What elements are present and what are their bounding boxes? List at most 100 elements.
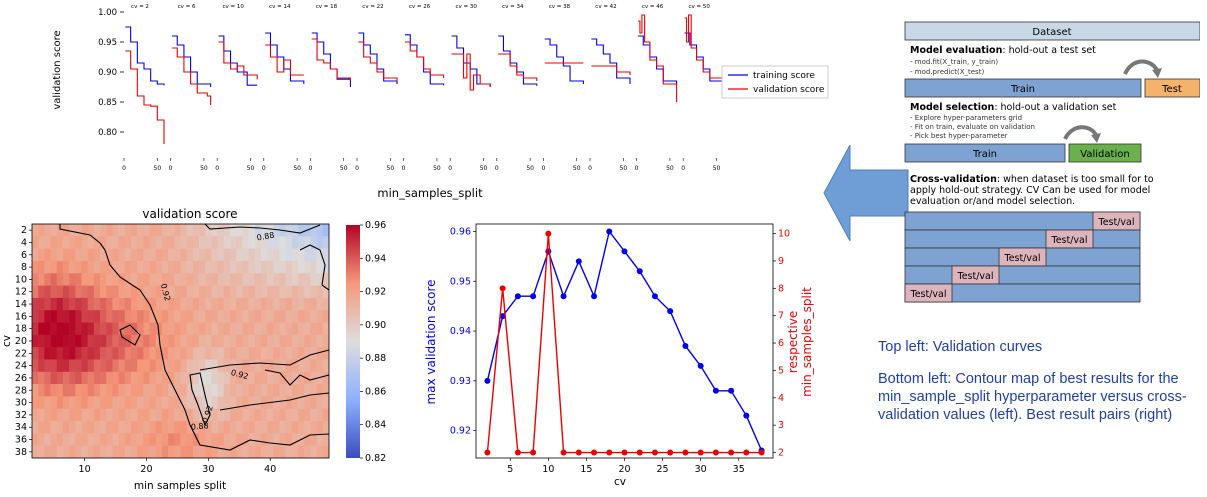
heatmap-cell — [254, 384, 262, 397]
contour-line — [299, 244, 330, 291]
heatmap-cell — [285, 297, 293, 311]
heatmap-cell — [131, 224, 138, 237]
heatmap-cell — [285, 384, 293, 397]
heatmap-cell — [248, 322, 256, 336]
heatmap-cell — [273, 408, 280, 422]
curved-arrow-2-head-icon — [1091, 133, 1101, 143]
heatmap-cell — [180, 408, 187, 422]
training-curve — [125, 26, 165, 86]
heatmap-cell — [217, 224, 225, 237]
heatmap-cell — [75, 273, 82, 286]
heatmap-cell — [124, 248, 132, 262]
heatmap-cell — [211, 248, 218, 262]
contour-line — [119, 324, 141, 346]
heatmap-cell — [44, 297, 51, 311]
heatmap-cell — [310, 396, 317, 410]
heatmap-cell — [143, 260, 150, 274]
heatmap-cell — [316, 408, 324, 422]
heatmap-cell — [254, 273, 262, 286]
heatmap-cell — [106, 396, 113, 410]
notes-panel: Top left: Validation curves Bottom left:… — [878, 338, 1198, 438]
heatmap-cell — [279, 347, 286, 360]
heatmap-cell — [106, 421, 113, 434]
heatmap-cell — [62, 236, 70, 249]
heatmap-cell — [87, 310, 95, 323]
heatmap-cell — [217, 371, 225, 385]
heatmap-cell — [223, 347, 231, 360]
heatmap-ytick-label: 16 — [15, 311, 27, 322]
heatmap-cell — [236, 334, 243, 348]
heatmap-cell — [168, 433, 175, 446]
heatmap-cell — [199, 359, 206, 373]
contour-line — [219, 392, 330, 411]
heatmap-cell — [168, 248, 175, 262]
heatmap-cell — [298, 297, 305, 311]
heatmap-cell — [75, 236, 82, 249]
heatmap-cell — [267, 421, 274, 434]
heatmap-cell — [230, 408, 237, 422]
curve-panel-xtick-label: 0 — [635, 165, 639, 172]
heatmap-cell — [87, 273, 95, 286]
colorbar-tick-label: 0.84 — [365, 420, 386, 431]
heatmap-cell — [106, 273, 113, 286]
right-series-point — [575, 449, 582, 456]
heatmap-cell — [168, 297, 175, 311]
heatmap-cell — [112, 310, 119, 323]
heatmap-cell — [273, 334, 280, 348]
eval-line-1: - mod.fit(X_train, y_train) — [910, 58, 998, 66]
curve-panel-title: cv = 42 — [595, 4, 616, 10]
heatmap-cell — [56, 224, 64, 237]
heatmap-cell — [211, 322, 218, 336]
heatmap-cell — [180, 322, 187, 336]
heatmap-cell — [56, 384, 64, 397]
heatmap-cell — [168, 236, 175, 249]
curve-panel: cv = 50 0 50 — [681, 4, 724, 172]
heatmap-cell — [279, 334, 286, 348]
heatmap-cell — [260, 260, 268, 274]
heatmap-cell — [106, 433, 113, 446]
heatmap-cell — [32, 310, 39, 323]
best-right-tick-label: 8 — [778, 283, 784, 294]
heatmap-cell — [87, 445, 95, 459]
heatmap-cell — [124, 408, 132, 422]
heatmap-cell — [205, 224, 212, 237]
heatmap-cell — [316, 347, 324, 360]
heatmap-cell — [223, 334, 231, 348]
heatmap-cell — [217, 359, 225, 373]
heatmap-cell — [273, 433, 280, 446]
heatmap-cell — [186, 421, 194, 434]
eval-train-box — [904, 78, 1142, 98]
heatmap-cell — [100, 347, 107, 360]
heatmap-cell — [248, 273, 256, 286]
heatmap-cell — [155, 285, 163, 299]
heatmap-cell — [106, 248, 113, 262]
heatmap-cell — [168, 273, 175, 286]
heatmap-cell — [137, 396, 144, 410]
right-series-point — [728, 449, 735, 456]
cv-line-2: apply hold-out strategy. CV Can be used … — [910, 185, 1150, 196]
heatmap-cell — [124, 359, 132, 373]
heatmap-cell — [211, 433, 218, 446]
heatmap-cell — [180, 297, 187, 311]
heatmap-cell — [298, 359, 305, 373]
heatmap-cell — [32, 236, 39, 249]
heatmap-cell — [161, 371, 169, 385]
left-series-line — [486, 229, 763, 451]
heatmap-ytick-label: 6 — [21, 250, 27, 261]
validation-curve — [637, 14, 678, 102]
heatmap-cell — [118, 445, 126, 459]
curve-panel-xtick-label: 0 — [215, 165, 219, 172]
heatmap-cell — [44, 224, 51, 237]
heatmap-cell — [106, 445, 113, 459]
heatmap-cell — [254, 433, 262, 446]
colorbar — [346, 225, 360, 458]
heatmap-cell — [322, 334, 330, 348]
heatmap-cell — [279, 297, 286, 311]
curve-panel-title: cv = 10 — [223, 4, 245, 10]
heatmap-cell — [260, 310, 268, 323]
heatmap-cell — [118, 260, 126, 274]
heatmap-cell — [56, 273, 64, 286]
heatmap-cell — [62, 445, 70, 459]
heatmap-cell — [168, 285, 175, 299]
